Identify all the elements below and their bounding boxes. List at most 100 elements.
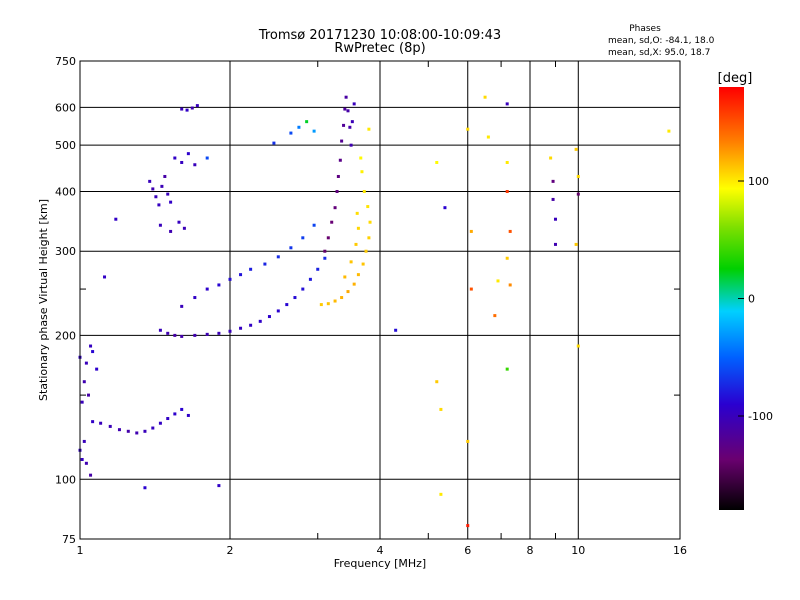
data-point bbox=[350, 120, 354, 124]
x-axis-label: Frequency [MHz] bbox=[334, 557, 426, 570]
data-point bbox=[205, 156, 209, 160]
data-point bbox=[166, 192, 170, 196]
y-tick-label: 500 bbox=[55, 139, 76, 152]
data-point bbox=[80, 400, 84, 404]
data-point bbox=[394, 328, 398, 332]
data-point bbox=[99, 421, 103, 425]
data-point bbox=[368, 220, 372, 224]
data-point bbox=[319, 303, 323, 307]
data-point bbox=[439, 407, 443, 411]
data-point bbox=[217, 484, 221, 488]
data-point bbox=[228, 277, 232, 281]
data-point bbox=[352, 102, 356, 106]
x-tick-label: 4 bbox=[377, 544, 384, 557]
data-point bbox=[289, 131, 293, 135]
data-point bbox=[82, 380, 86, 384]
data-point bbox=[667, 129, 671, 133]
grid-lines bbox=[80, 61, 680, 539]
data-point bbox=[553, 217, 557, 221]
data-point bbox=[289, 246, 293, 250]
y-tick-label: 400 bbox=[55, 185, 76, 198]
data-point bbox=[361, 262, 365, 266]
data-point bbox=[154, 195, 158, 199]
data-point bbox=[301, 287, 305, 291]
data-point bbox=[344, 95, 348, 99]
data-point bbox=[217, 331, 221, 335]
data-point bbox=[151, 426, 155, 430]
data-point bbox=[355, 211, 359, 215]
data-point bbox=[340, 296, 344, 300]
data-point bbox=[359, 156, 363, 160]
data-point bbox=[486, 135, 490, 139]
colorbar-tick-label: -100 bbox=[748, 410, 773, 423]
data-point bbox=[333, 299, 337, 303]
data-point bbox=[166, 417, 170, 421]
phase-mean-o: mean, sd,O: -84.1, 18.0 bbox=[608, 36, 715, 46]
data-point bbox=[576, 192, 580, 196]
data-point bbox=[180, 160, 184, 164]
data-point bbox=[180, 334, 184, 338]
data-point bbox=[258, 319, 262, 323]
data-point bbox=[95, 367, 99, 371]
data-point bbox=[508, 229, 512, 233]
data-point bbox=[173, 333, 177, 337]
data-point bbox=[180, 407, 184, 411]
data-point bbox=[160, 184, 164, 188]
data-point bbox=[576, 344, 580, 348]
data-point bbox=[496, 279, 500, 283]
data-point bbox=[180, 107, 184, 111]
data-point bbox=[343, 275, 347, 279]
data-point bbox=[239, 273, 243, 277]
data-point bbox=[157, 203, 161, 207]
data-point bbox=[169, 200, 173, 204]
data-point bbox=[143, 486, 147, 490]
colorbar-tick-label: 0 bbox=[748, 293, 755, 306]
data-point bbox=[348, 125, 352, 129]
data-point bbox=[91, 350, 95, 354]
data-point bbox=[551, 179, 555, 183]
data-point bbox=[483, 95, 487, 99]
data-point bbox=[574, 147, 578, 151]
data-point bbox=[469, 287, 473, 291]
data-point bbox=[158, 328, 162, 332]
data-point bbox=[180, 304, 184, 308]
data-point bbox=[356, 273, 360, 277]
data-point bbox=[114, 217, 118, 221]
data-point bbox=[333, 206, 337, 210]
data-point bbox=[435, 380, 439, 384]
data-point bbox=[508, 283, 512, 287]
y-tick-label: 600 bbox=[55, 101, 76, 114]
data-point bbox=[305, 120, 309, 124]
data-point bbox=[340, 139, 344, 143]
data-point bbox=[193, 163, 197, 167]
data-point bbox=[272, 141, 276, 145]
x-tick-label: 1 bbox=[77, 544, 84, 557]
data-point bbox=[354, 242, 358, 246]
data-point bbox=[190, 106, 194, 110]
data-point bbox=[551, 197, 555, 201]
data-point bbox=[126, 429, 130, 433]
data-point bbox=[439, 492, 443, 496]
data-point bbox=[217, 283, 221, 287]
data-point bbox=[574, 242, 578, 246]
data-point bbox=[166, 331, 170, 335]
data-point bbox=[505, 102, 509, 106]
data-point bbox=[263, 262, 267, 266]
chart-title: Tromsø 20171230 10:08:00-10:09:43 bbox=[258, 28, 501, 43]
data-point bbox=[301, 236, 305, 240]
x-tick-label: 10 bbox=[571, 544, 585, 557]
data-point bbox=[276, 309, 280, 313]
data-point bbox=[163, 174, 167, 178]
data-point bbox=[343, 107, 347, 111]
data-point bbox=[186, 413, 190, 417]
data-point bbox=[91, 420, 95, 424]
data-point bbox=[297, 125, 301, 129]
x-tick-labels: 1 2 4 6 8 10 16 bbox=[77, 544, 688, 557]
y-tick-label: 200 bbox=[55, 329, 76, 342]
data-point bbox=[186, 152, 190, 156]
data-point bbox=[84, 361, 88, 365]
data-point bbox=[367, 236, 371, 240]
data-point bbox=[195, 104, 199, 108]
y-tick-label: 300 bbox=[55, 245, 76, 258]
data-point bbox=[338, 158, 342, 162]
